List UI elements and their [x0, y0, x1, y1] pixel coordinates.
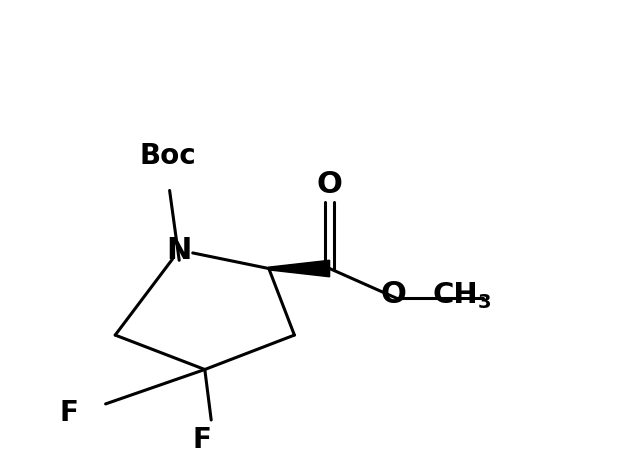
Text: O: O [317, 170, 342, 199]
Text: O: O [381, 280, 406, 309]
Text: F: F [60, 399, 79, 427]
Text: CH: CH [432, 280, 477, 309]
Text: 3: 3 [478, 292, 492, 312]
Text: Boc: Boc [140, 142, 196, 170]
Text: F: F [192, 425, 211, 454]
Text: N: N [166, 235, 192, 265]
Polygon shape [269, 260, 330, 277]
